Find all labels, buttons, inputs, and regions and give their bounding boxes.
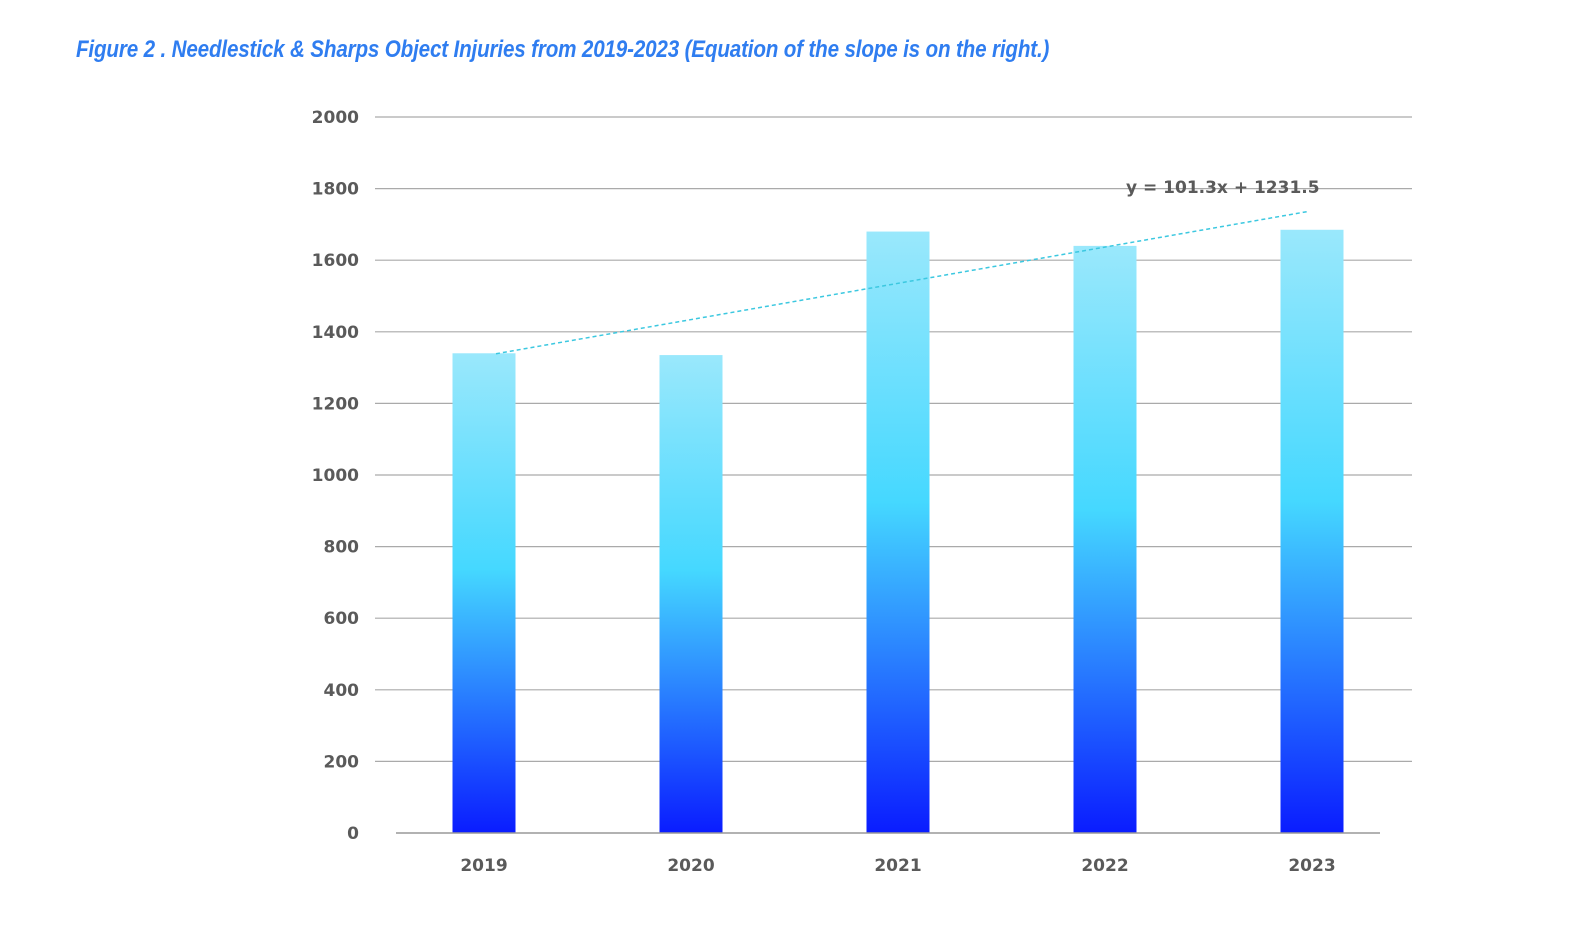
axes: 0 200 400 600 800 1000 1200 1400 1600 1800 2000 201… (312, 108, 1380, 876)
y-tick-label: 1400 (312, 323, 359, 343)
x-tick-label: 2019 (460, 856, 507, 876)
y-tick-label: 1600 (312, 251, 359, 271)
bar-2022 (1073, 245, 1137, 833)
y-tick-label: 800 (324, 538, 360, 558)
y-tick-label: 2000 (312, 108, 359, 128)
y-tick-label: 0 (347, 824, 359, 844)
y-tick-label: 1200 (312, 394, 359, 414)
chart-title: Figure 2 . Needlestick & Sharps Object I… (76, 36, 1050, 63)
trendline-path (495, 210, 1308, 355)
bar-2021 (866, 231, 930, 833)
y-tick-label: 1000 (312, 466, 359, 486)
bar-2023 (1280, 229, 1344, 833)
bar-2020 (659, 355, 723, 833)
bar-2019 (452, 353, 516, 833)
y-tick-label: 200 (324, 752, 360, 772)
y-tick-label: 600 (324, 609, 360, 629)
trendline-equation: y = 101.3x + 1231.5 (1126, 178, 1320, 198)
x-tick-label: 2022 (1081, 856, 1128, 876)
trendline: y = 101.3x + 1231.5 (495, 178, 1320, 355)
x-tick-label: 2020 (667, 856, 714, 876)
x-tick-label: 2021 (874, 856, 921, 876)
y-tick-label: 1800 (312, 180, 359, 200)
y-tick-label: 400 (324, 681, 360, 701)
bars (452, 229, 1344, 833)
x-tick-label: 2023 (1288, 856, 1335, 876)
